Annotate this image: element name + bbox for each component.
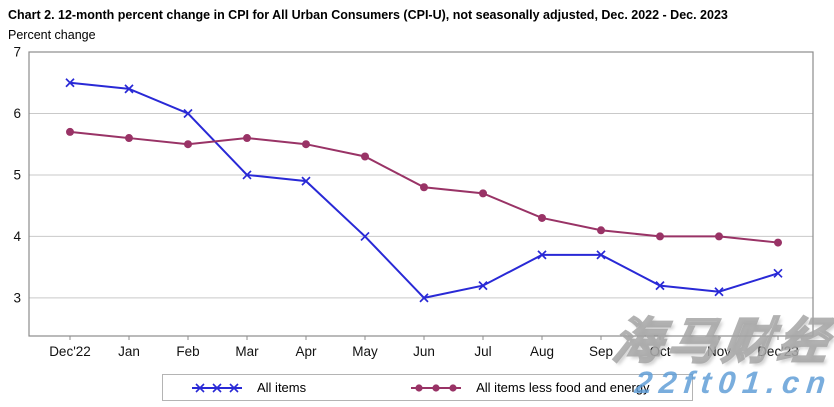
svg-text:Sep: Sep — [589, 344, 613, 359]
svg-text:Jan: Jan — [118, 344, 140, 359]
core-items-line-sample-icon — [411, 383, 462, 392]
svg-text:Nov: Nov — [707, 344, 731, 359]
svg-text:7: 7 — [13, 45, 21, 60]
svg-text:Mar: Mar — [235, 344, 259, 359]
legend-item-core: All items less food and energy — [410, 380, 650, 395]
svg-text:4: 4 — [13, 229, 21, 244]
svg-text:Oct: Oct — [649, 344, 670, 359]
svg-text:5: 5 — [13, 167, 21, 182]
legend-item-all-items: All items — [191, 380, 306, 395]
legend-label-core: All items less food and energy — [476, 380, 650, 395]
watermark-chinese-text: 海马财经 — [609, 314, 834, 370]
chart-title: Chart 2. 12-month percent change in CPI … — [8, 8, 728, 22]
svg-text:Dec'22: Dec'22 — [49, 344, 91, 359]
svg-text:6: 6 — [13, 106, 21, 121]
watermark-url-text: 22ft01.cn — [632, 365, 834, 400]
svg-text:Dec'23: Dec'23 — [757, 344, 799, 359]
all-items-line-sample-icon — [192, 382, 242, 393]
svg-text:May: May — [352, 344, 378, 359]
chart-legend: All items All items less food and energy — [162, 374, 693, 401]
svg-text:Jun: Jun — [413, 344, 435, 359]
svg-text:Jul: Jul — [474, 344, 491, 359]
legend-label-all-items: All items — [257, 380, 307, 395]
y-axis-unit-label: Percent change — [8, 28, 96, 42]
svg-text:Feb: Feb — [176, 344, 199, 359]
svg-text:Apr: Apr — [295, 344, 317, 359]
svg-text:Aug: Aug — [530, 344, 554, 359]
svg-text:3: 3 — [13, 290, 21, 305]
